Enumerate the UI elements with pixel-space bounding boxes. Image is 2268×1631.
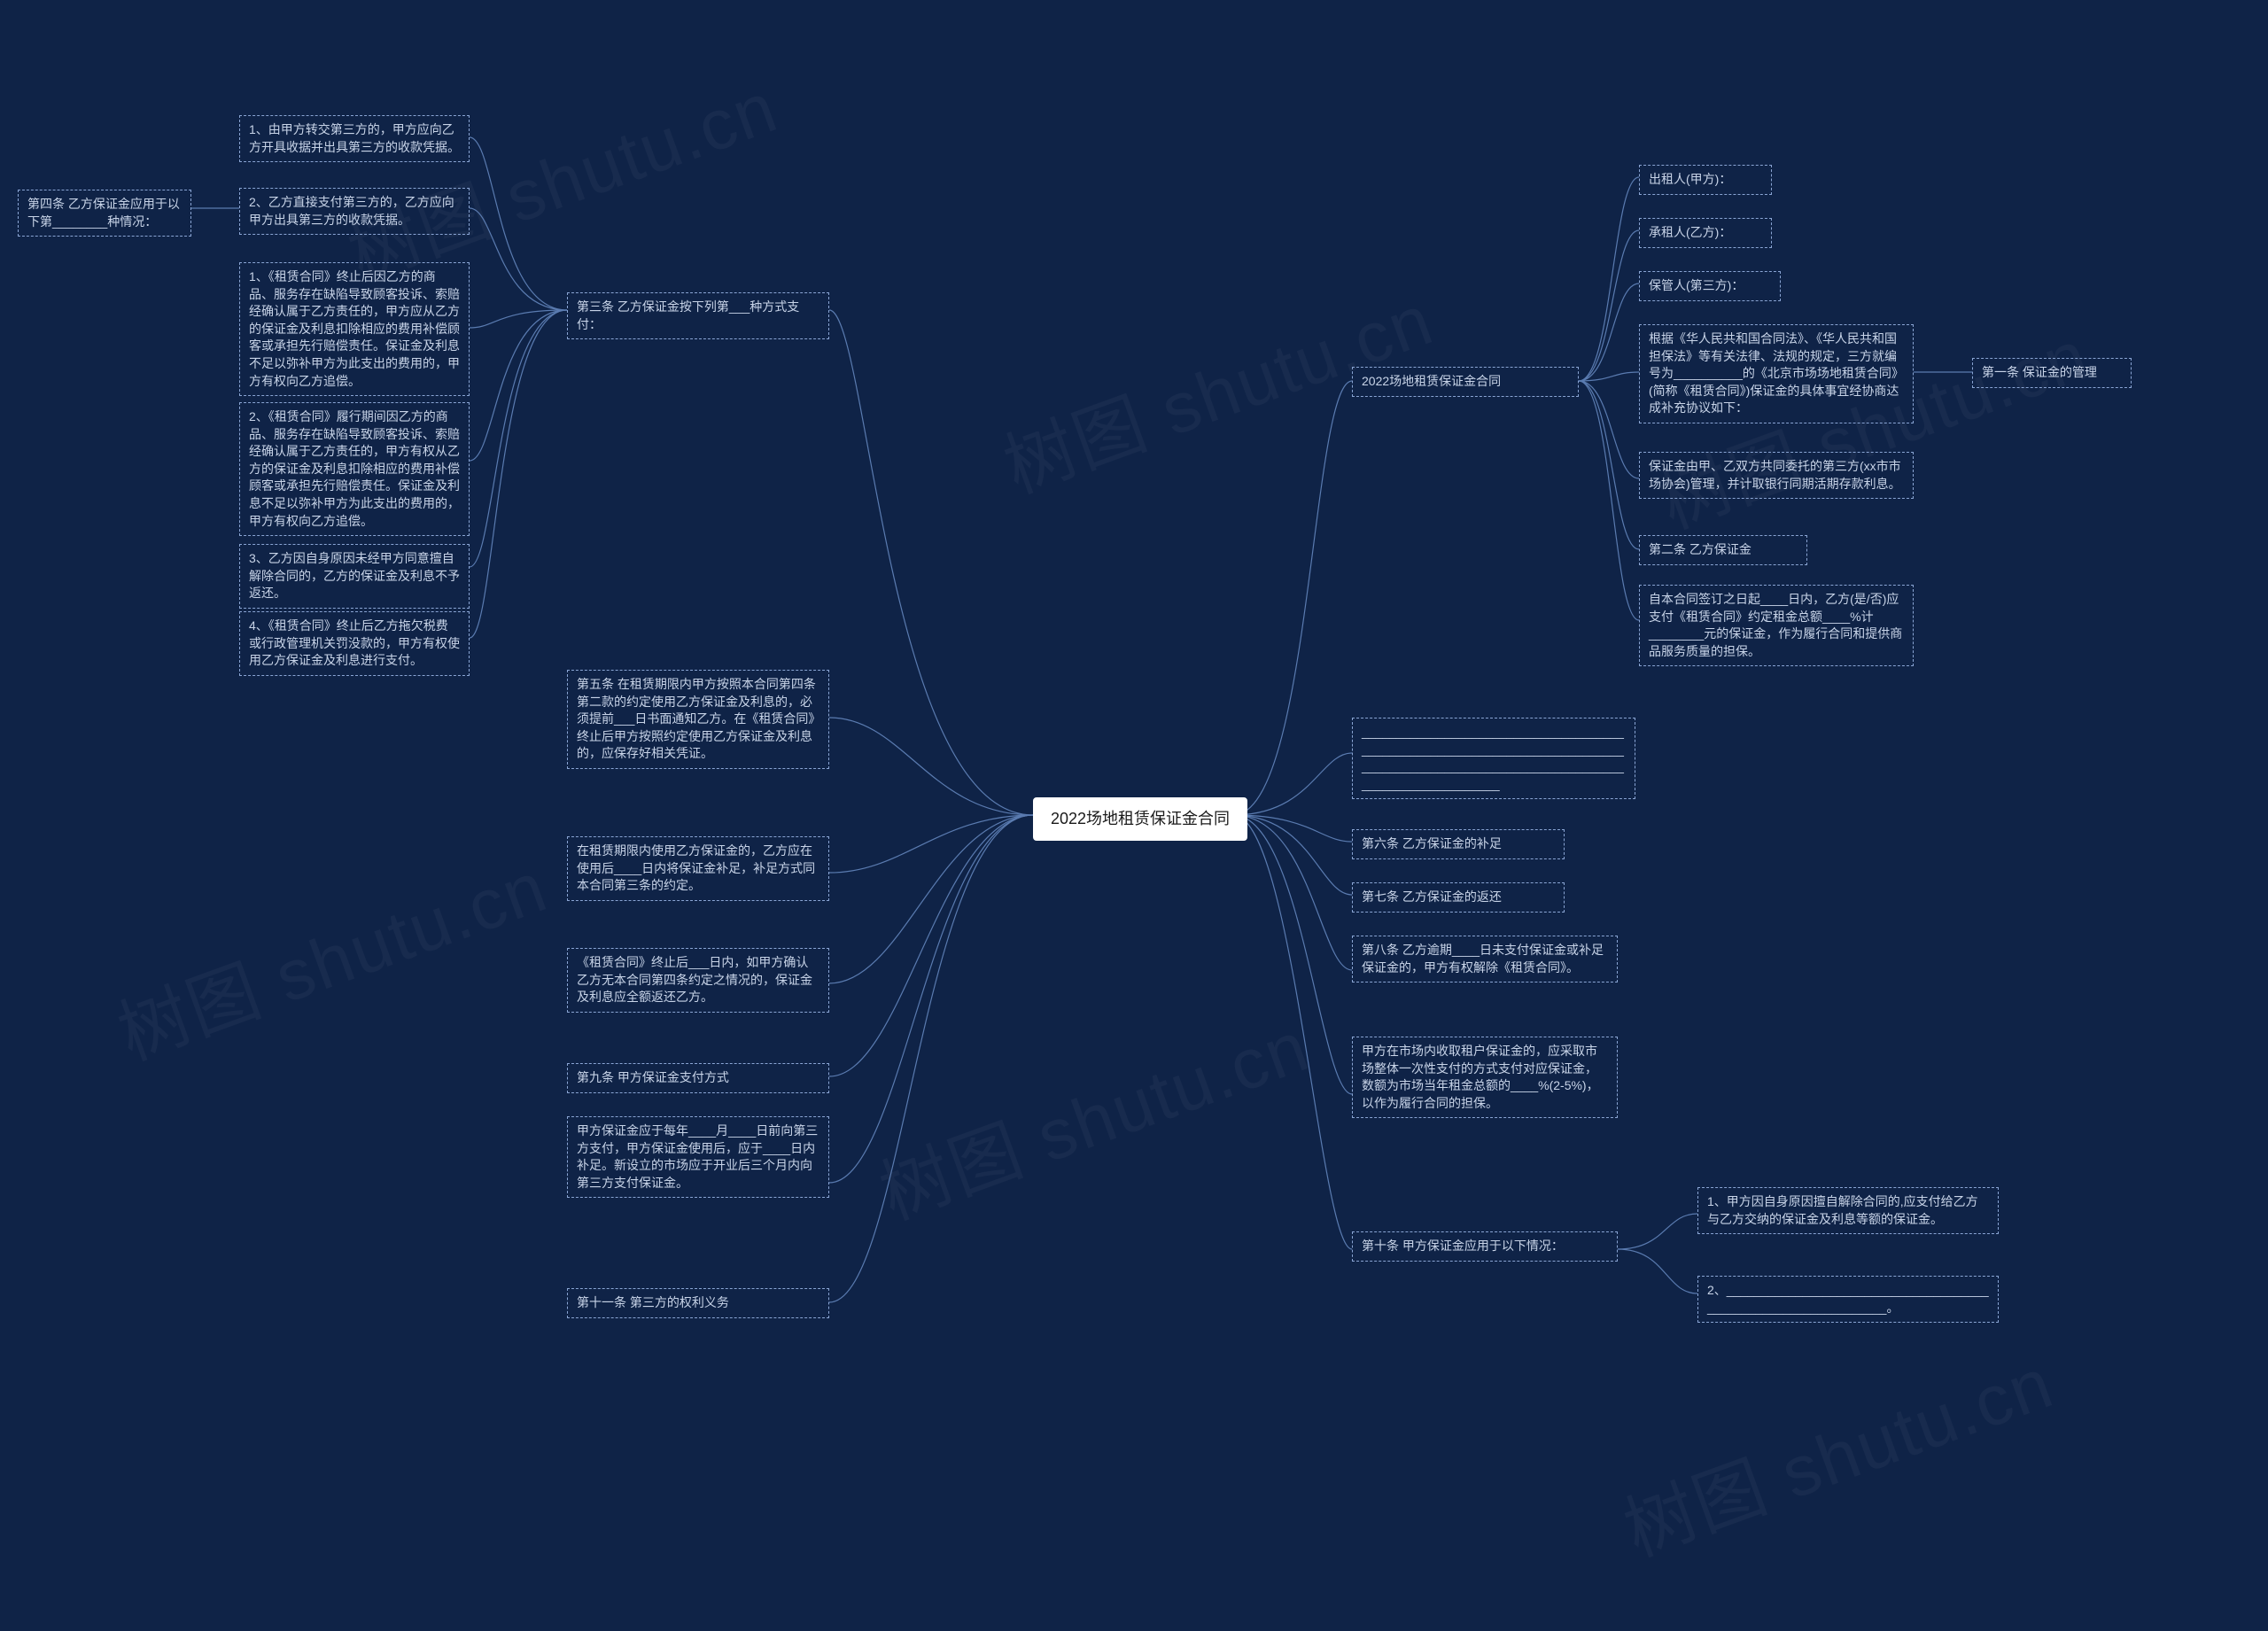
node-a4c3: 3、乙方因自身原因未经甲方同意擅自解除合同的，乙方的保证金及利息不予返还。 [239, 544, 470, 609]
node-art4: 第四条 乙方保证金应用于以下第________种情况： [18, 190, 191, 237]
node-art3: 第三条 乙方保证金按下列第___种方式支付： [567, 292, 829, 339]
node-art11: 第十一条 第三方的权利义务 [567, 1288, 829, 1318]
node-a3c2: 2、乙方直接支付第三方的，乙方应向甲方出具第三方的收款凭据。 [239, 188, 470, 235]
node-a3c1: 1、由甲方转交第三方的，甲方应向乙方开具收据并出具第三方的收款凭据。 [239, 115, 470, 162]
node-a4c4: 4、《租赁合同》终止后乙方拖欠税费或行政管理机关罚没款的，甲方有权使用乙方保证金… [239, 611, 470, 676]
node-lessor: 出租人(甲方)： [1639, 165, 1772, 195]
node-art8: 第八条 乙方逾期____日未支付保证金或补足保证金的，甲方有权解除《租赁合同》。 [1352, 936, 1618, 982]
node-mgmt: 保证金由甲、乙双方共同委托的第三方(xx市市场协会)管理，并计取银行同期活期存款… [1639, 452, 1914, 499]
node-a4c1: 1、《租赁合同》终止后因乙方的商品、服务存在缺陷导致顾客投诉、索赔经确认属于乙方… [239, 262, 470, 396]
right-header: 2022场地租赁保证金合同 [1352, 367, 1579, 397]
node-art5: 第五条 在租赁期限内甲方按照本合同第四条第二款的约定使用乙方保证金及利息的，必须… [567, 670, 829, 769]
root-node: 2022场地租赁保证金合同 [1033, 797, 1247, 841]
node-art10: 第十条 甲方保证金应用于以下情况： [1352, 1231, 1618, 1262]
node-basis-child: 第一条 保证金的管理 [1972, 358, 2132, 388]
node-a10c1: 1、甲方因自身原因擅自解除合同的,应支付给乙方与乙方交纳的保证金及利息等额的保证… [1697, 1187, 1999, 1234]
watermark: 树图 shutu.cn [102, 830, 559, 1080]
node-ret: 《租赁合同》终止后___日内，如甲方确认乙方无本合同第四条约定之情况的，保证金及… [567, 948, 829, 1013]
node-a9b: 甲方保证金应于每年____月____日前向第三方支付，甲方保证金使用后，应于__… [567, 1116, 829, 1198]
node-topup: 在租赁期限内使用乙方保证金的，乙方应在使用后____日内将保证金补足，补足方式同… [567, 836, 829, 901]
node-a4c2: 2、《租赁合同》履行期间因乙方的商品、服务存在缺陷导致顾客投诉、索赔经确认属于乙… [239, 402, 470, 536]
node-art9: 第九条 甲方保证金支付方式 [567, 1063, 829, 1093]
node-art2b: 自本合同签订之日起____日内，乙方(是/否)应支付《租赁合同》约定租金总额__… [1639, 585, 1914, 666]
node-art7: 第七条 乙方保证金的返还 [1352, 882, 1565, 913]
node-art2: 第二条 乙方保证金 [1639, 535, 1807, 565]
node-a10c2: 2、______________________________________… [1697, 1276, 1999, 1323]
node-lessee: 承租人(乙方)： [1639, 218, 1772, 248]
watermark: 树图 shutu.cn [1608, 1326, 2065, 1576]
node-art6: 第六条 乙方保证金的补足 [1352, 829, 1565, 859]
node-blank: ________________________________________… [1352, 718, 1635, 799]
node-basis: 根据《华人民共和国合同法》、《华人民共和国担保法》等有关法律、法规的规定，三方就… [1639, 324, 1914, 423]
node-market: 甲方在市场内收取租户保证金的，应采取市场整体一次性支付的方式支付对应保证金，数额… [1352, 1037, 1618, 1118]
watermark: 树图 shutu.cn [864, 990, 1321, 1239]
node-custodian: 保管人(第三方)： [1639, 271, 1781, 301]
